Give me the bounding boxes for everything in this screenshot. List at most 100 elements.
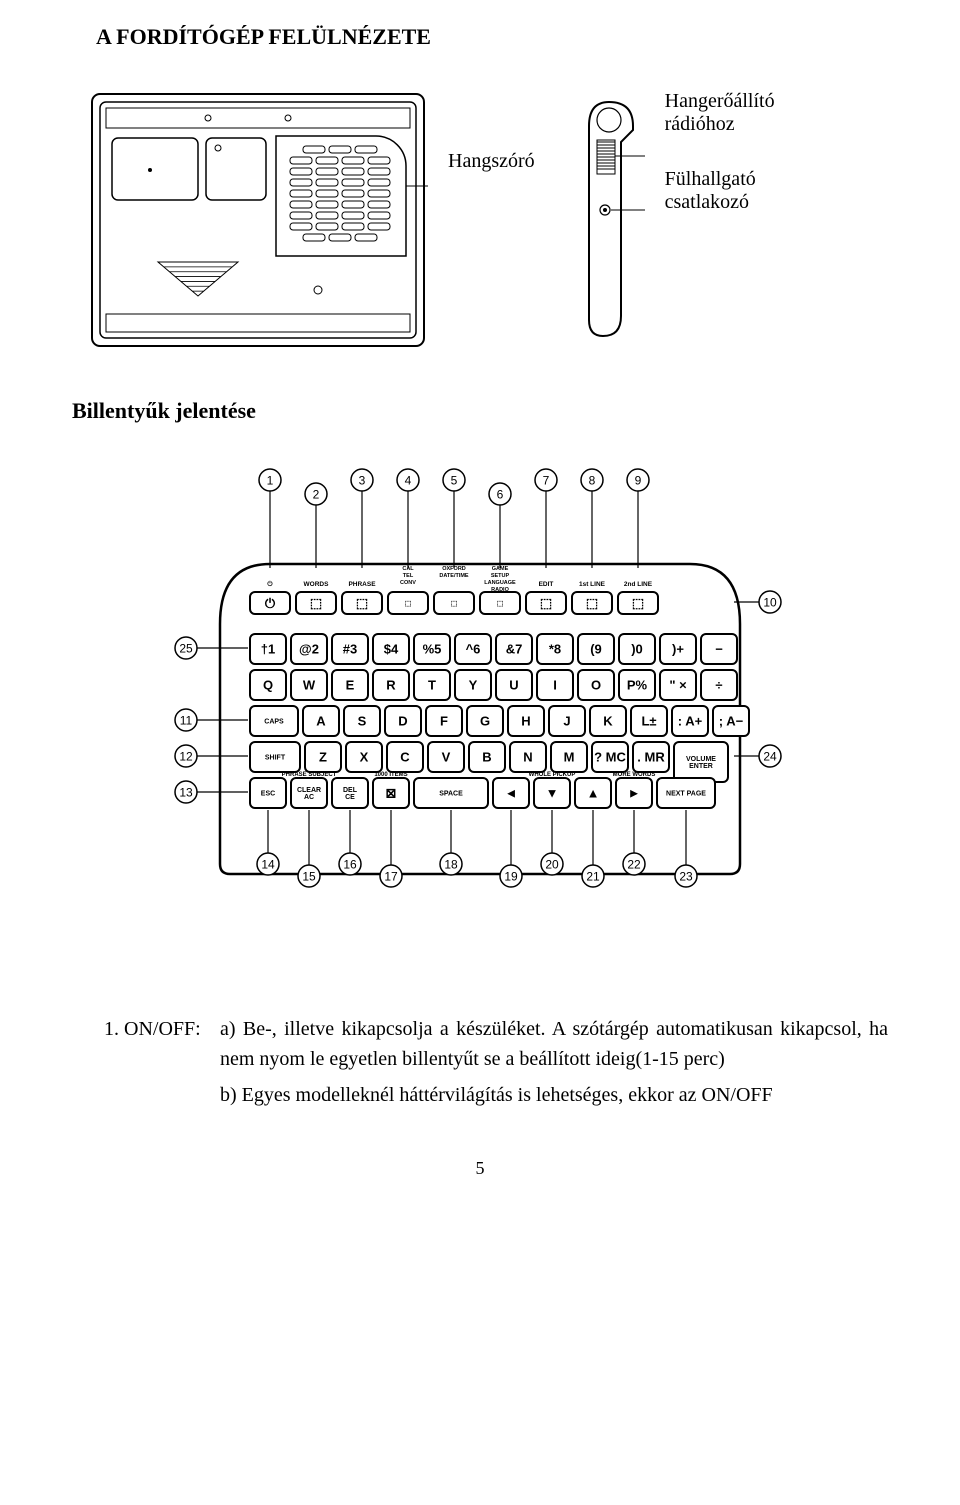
svg-text:CONV: CONV	[400, 580, 416, 586]
svg-text:V: V	[442, 749, 451, 764]
svg-text:F: F	[440, 713, 448, 728]
svg-text:⬚: ⬚	[632, 595, 644, 610]
svg-text:►: ►	[628, 785, 641, 800]
svg-text:⬚: ⬚	[586, 595, 598, 610]
svg-text:P%: P%	[627, 677, 648, 692]
svg-text:Z: Z	[319, 749, 327, 764]
svg-text:8: 8	[589, 474, 596, 488]
page: A FORDÍTÓGÉP FELÜLNÉZETE Hangszóró Hange…	[0, 0, 960, 1505]
svg-text:CE: CE	[345, 794, 355, 801]
svg-text:13: 13	[179, 786, 193, 800]
key-definition-list: 1. ON/OFF: a) Be-, illetve kikapcsolja a…	[72, 1014, 888, 1110]
svg-text:▼: ▼	[546, 785, 559, 800]
svg-text:11: 11	[180, 714, 193, 728]
svg-text:ENTER: ENTER	[689, 763, 713, 770]
svg-text:ESC: ESC	[261, 790, 275, 797]
svg-text:MORE WORDS: MORE WORDS	[613, 772, 656, 778]
svg-text:A: A	[316, 713, 326, 728]
svg-text:J: J	[563, 713, 570, 728]
svg-text:14: 14	[261, 858, 275, 872]
svg-text:&7: &7	[506, 641, 523, 656]
svg-text:4: 4	[405, 474, 412, 488]
svg-text:1000 ITEMS: 1000 ITEMS	[374, 772, 407, 778]
svg-text:L±: L±	[641, 713, 656, 728]
svg-text:SHIFT: SHIFT	[265, 754, 286, 761]
svg-text:DATE/TIME: DATE/TIME	[439, 573, 469, 579]
list-item-body-b: b) Egyes modelleknél háttérvilágítás is …	[104, 1080, 888, 1110]
svg-text:D: D	[398, 713, 407, 728]
speaker-label: Hangszóró	[448, 150, 535, 173]
svg-text:22: 22	[627, 858, 641, 872]
keys-section-title: Billentyűk jelentése	[72, 398, 888, 424]
svg-text:AC: AC	[304, 794, 314, 801]
svg-text:2nd LINE: 2nd LINE	[624, 581, 653, 588]
svg-text:(9: (9	[590, 641, 602, 656]
svg-text:▲: ▲	[587, 785, 600, 800]
svg-text:18: 18	[444, 858, 458, 872]
keyboard-diagram: ⏻⏻WORDS⬚PHRASE⬚CALTELCONV⬚OXFORDDATE/TIM…	[150, 454, 810, 974]
svg-text:M: M	[564, 749, 575, 764]
svg-text:CAPS: CAPS	[264, 718, 284, 725]
list-item: 1. ON/OFF: a) Be-, illetve kikapcsolja a…	[104, 1014, 888, 1074]
svg-text:; A−: ; A−	[719, 713, 744, 728]
svg-text:⬚: ⬚	[497, 600, 504, 607]
svg-text:6: 6	[497, 488, 504, 502]
device-top-view	[88, 90, 428, 350]
svg-text:@2: @2	[299, 641, 319, 656]
svg-text:16: 16	[343, 858, 357, 872]
top-diagram-row: Hangszóró Hangerőállító rádióhoz Fülhall…	[72, 90, 888, 350]
svg-text:PHRASE: PHRASE	[348, 581, 376, 588]
svg-text:−: −	[715, 641, 723, 656]
headphone-label-2: csatlakozó	[665, 191, 775, 214]
svg-text:O: O	[591, 677, 601, 692]
headphone-label-1: Fülhallgató	[665, 168, 775, 191]
page-number: 5	[72, 1158, 888, 1179]
svg-text:)+: )+	[672, 641, 684, 656]
svg-text:E: E	[346, 677, 355, 692]
svg-text:X: X	[360, 749, 369, 764]
svg-text:3: 3	[359, 474, 366, 488]
svg-text:B: B	[482, 749, 491, 764]
svg-text:W: W	[303, 677, 316, 692]
svg-text:5: 5	[451, 474, 458, 488]
svg-text:U: U	[509, 677, 518, 692]
svg-text:? MC: ? MC	[594, 749, 626, 764]
svg-text:K: K	[603, 713, 613, 728]
svg-text:*8: *8	[549, 641, 561, 656]
svg-text:N: N	[523, 749, 532, 764]
svg-text:⬚: ⬚	[451, 600, 458, 607]
device-side-view	[555, 90, 645, 350]
svg-text:2: 2	[313, 488, 320, 502]
svg-text:Y: Y	[469, 677, 478, 692]
svg-text:TEL: TEL	[403, 573, 414, 579]
volume-label-2: rádióhoz	[665, 113, 775, 136]
svg-text:T: T	[428, 677, 436, 692]
svg-text:S: S	[358, 713, 367, 728]
svg-text:Q: Q	[263, 677, 273, 692]
svg-text:LANGUAGE: LANGUAGE	[484, 580, 516, 586]
svg-text:24: 24	[763, 750, 777, 764]
svg-text:†1: †1	[261, 641, 275, 656]
svg-text:12: 12	[179, 750, 193, 764]
svg-text:C: C	[400, 749, 410, 764]
svg-text:20: 20	[545, 858, 559, 872]
svg-text:PHRASE SUBJECT: PHRASE SUBJECT	[282, 772, 337, 778]
list-item-body-a: a) Be-, illetve kikapcsolja a készüléket…	[220, 1014, 888, 1074]
svg-text:9: 9	[635, 474, 642, 488]
svg-text:⊠: ⊠	[386, 785, 397, 800]
svg-text:^6: ^6	[466, 641, 481, 656]
svg-text:#3: #3	[343, 641, 357, 656]
page-title: A FORDÍTÓGÉP FELÜLNÉZETE	[72, 24, 888, 50]
svg-text:⏻: ⏻	[265, 595, 276, 610]
svg-text:1: 1	[267, 474, 274, 488]
svg-text:DEL: DEL	[343, 787, 358, 794]
svg-text:SPACE: SPACE	[439, 790, 463, 797]
svg-text:: A+: : A+	[678, 713, 703, 728]
svg-text:⬚: ⬚	[310, 595, 322, 610]
svg-text:21: 21	[586, 870, 600, 884]
svg-text:WORDS: WORDS	[304, 581, 330, 588]
svg-text:SETUP: SETUP	[491, 573, 510, 579]
svg-text:÷: ÷	[715, 677, 722, 692]
svg-text:R: R	[386, 677, 396, 692]
svg-text:CLEAR: CLEAR	[297, 787, 321, 794]
